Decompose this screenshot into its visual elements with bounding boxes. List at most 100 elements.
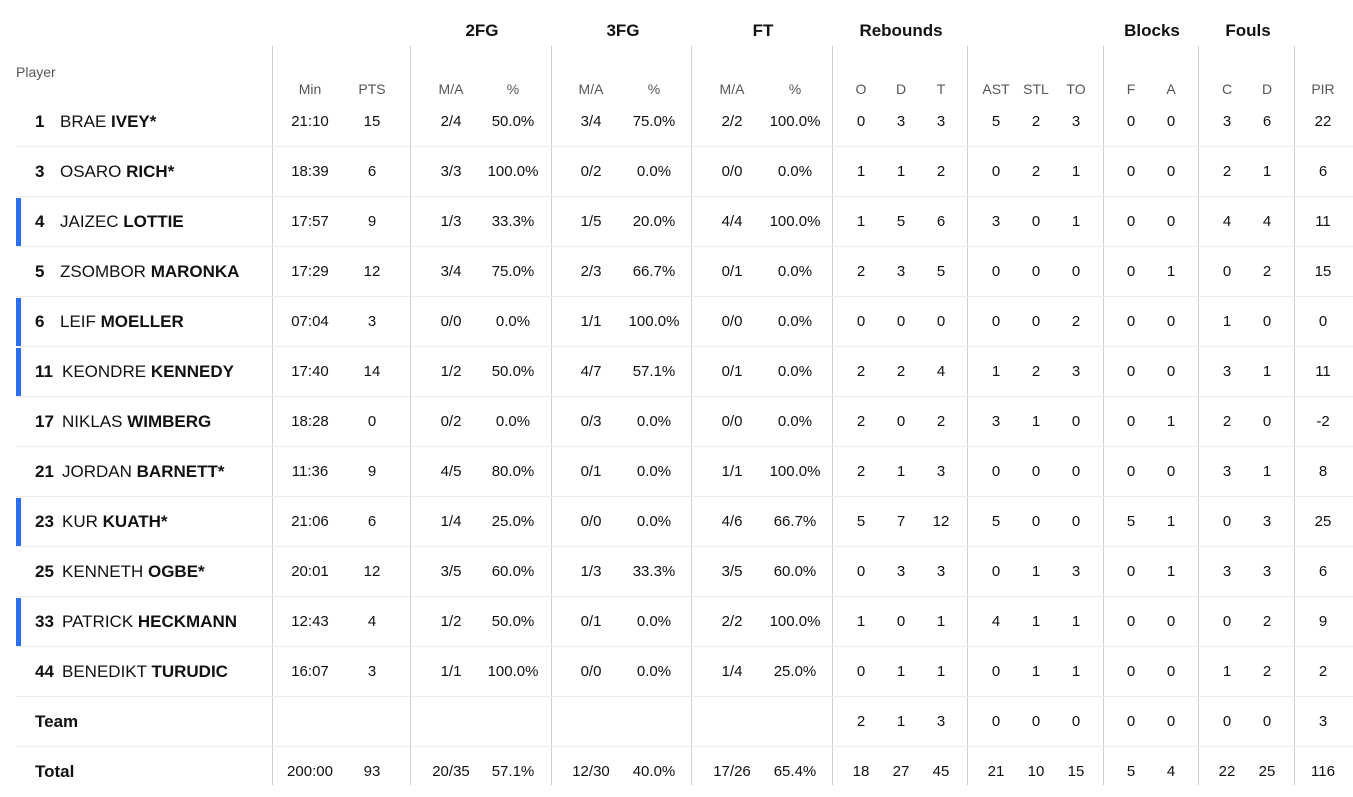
stat-3fg-pct: 66.7%: [632, 263, 676, 280]
stat-stl: 0: [1031, 213, 1041, 230]
stat-foul-c: 0: [1222, 713, 1232, 730]
player-name[interactable]: KUR KUATH*: [62, 512, 168, 532]
player-name[interactable]: NIKLAS WIMBERG: [62, 412, 211, 432]
stat-2fg-ma: 2/4: [440, 113, 462, 130]
stat-2fg-pct: 50.0%: [491, 613, 535, 630]
stat-foul-d: 2: [1262, 663, 1272, 680]
stat-reb-t: 12: [932, 513, 950, 530]
jersey-number: 17: [35, 412, 54, 431]
stat-blk-a: 0: [1166, 713, 1176, 730]
jersey-number: 1: [35, 112, 45, 131]
player-row[interactable]: 5 ZSOMBOR MARONKA 17:29 12 3/4 75.0% 2/3 66.7% 0…: [0, 247, 1353, 297]
stat-3fg-ma: 0/1: [580, 613, 602, 630]
stat-stl: 2: [1031, 163, 1041, 180]
player-name[interactable]: BRAE IVEY*: [60, 112, 156, 132]
stat-reb-t: 4: [936, 363, 946, 380]
stat-stl: 2: [1031, 113, 1041, 130]
stat-ft-pct: 60.0%: [773, 563, 817, 580]
stat-reb-o: 5: [856, 513, 866, 530]
stat-pts: 6: [367, 163, 377, 180]
stat-stl: 1: [1031, 663, 1041, 680]
stat-ft-ma: 0/0: [721, 413, 743, 430]
player-row[interactable]: 1 BRAE IVEY* 21:10 15 2/4 50.0% 3/4 75.0% 2/2 100…: [0, 97, 1353, 147]
stat-2fg-ma: 1/3: [440, 213, 462, 230]
stat-reb-t: 3: [936, 563, 946, 580]
stat-reb-d: 1: [896, 163, 906, 180]
column-header-ast: AST: [982, 81, 1010, 97]
team-label: Team: [35, 712, 79, 731]
player-last-name: OGBE*: [147, 562, 205, 581]
player-first-name: NIKLAS: [62, 412, 123, 431]
stat-reb-o: 0: [856, 313, 866, 330]
player-row[interactable]: 23 KUR KUATH* 21:06 6 1/4 25.0% 0/0 0.0% 4/6 66.7…: [0, 497, 1353, 547]
player-name[interactable]: JAIZEC LOTTIE: [60, 212, 184, 232]
player-name[interactable]: LEIF MOELLER: [60, 312, 184, 332]
row-divider: [16, 746, 1353, 747]
stat-blk-a: 0: [1166, 463, 1176, 480]
stat-to: 0: [1071, 413, 1081, 430]
stat-blk-f: 0: [1126, 113, 1136, 130]
stat-blk-a: 1: [1166, 263, 1176, 280]
stat-pts: 9: [367, 213, 377, 230]
stat-ft-ma: 3/5: [721, 563, 743, 580]
stat-3fg-ma: 12/30: [572, 763, 610, 780]
player-row[interactable]: 3 OSARO RICH* 18:39 6 3/3 100.0% 0/2 0.0% 0/0 0.0…: [0, 147, 1353, 197]
stat-pts: 6: [367, 513, 377, 530]
player-row[interactable]: 6 LEIF MOELLER 07:04 3 0/0 0.0% 1/1 100.0% 0/0 0.…: [0, 297, 1353, 347]
stat-3fg-pct: 0.0%: [636, 463, 672, 480]
stat-min: 16:07: [291, 663, 329, 680]
player-row[interactable]: 17 NIKLAS WIMBERG 18:28 0 0/2 0.0% 0/3 0.0% 0/0 0…: [0, 397, 1353, 447]
player-row[interactable]: 11 KEONDRE KENNEDY 17:40 14 1/2 50.0% 4/7 57.1%…: [0, 347, 1353, 397]
total-row: Total 200:00 93 20/35 57.1% 12/30 40.0% 17/26 65…: [0, 747, 1353, 797]
stat-3fg-pct: 0.0%: [636, 163, 672, 180]
stat-foul-d: 0: [1262, 313, 1272, 330]
column-divider: [1198, 46, 1199, 785]
stat-to: 1: [1071, 163, 1081, 180]
player-name[interactable]: BENEDIKT TURUDIC: [62, 662, 228, 682]
player-row[interactable]: 33 PATRICK HECKMANN 12:43 4 1/2 50.0% 0/1 0.0% 2…: [0, 597, 1353, 647]
stat-blk-a: 0: [1166, 163, 1176, 180]
player-row[interactable]: 44 BENEDIKT TURUDIC 16:07 3 1/1 100.0% 0/0 0.0%…: [0, 647, 1353, 697]
stat-ft-ma: 2/2: [721, 613, 743, 630]
stat-blk-a: 1: [1166, 563, 1176, 580]
stat-foul-d: 3: [1262, 563, 1272, 580]
jersey-number: 44: [35, 662, 54, 681]
stat-reb-t: 2: [936, 163, 946, 180]
stat-ast: 0: [991, 263, 1001, 280]
stat-blk-a: 0: [1166, 663, 1176, 680]
player-name[interactable]: KEONDRE KENNEDY: [62, 362, 234, 382]
player-name[interactable]: PATRICK HECKMANN: [62, 612, 237, 632]
stat-pir: 22: [1314, 113, 1332, 130]
stat-pts: 3: [367, 313, 377, 330]
stat-blk-a: 1: [1166, 413, 1176, 430]
player-name[interactable]: OSARO RICH*: [60, 162, 174, 182]
column-header-reb-o: O: [855, 81, 867, 97]
player-row[interactable]: 25 KENNETH OGBE* 20:01 12 3/5 60.0% 1/3 33.3% 3/…: [0, 547, 1353, 597]
stat-ast: 0: [991, 313, 1001, 330]
stat-stl: 2: [1031, 363, 1041, 380]
column-header-blk-a: A: [1166, 81, 1176, 97]
player-row[interactable]: 21 JORDAN BARNETT* 11:36 9 4/5 80.0% 0/1 0.0% 1/…: [0, 447, 1353, 497]
player-name[interactable]: JORDAN BARNETT*: [62, 462, 224, 482]
group-header-fouls: Fouls: [1225, 21, 1271, 40]
stat-reb-o: 2: [856, 713, 866, 730]
stat-pts: 9: [367, 463, 377, 480]
on-court-indicator: [16, 298, 21, 346]
stat-2fg-pct: 0.0%: [495, 413, 531, 430]
stat-reb-d: 7: [896, 513, 906, 530]
stat-3fg-pct: 75.0%: [632, 113, 676, 130]
stat-foul-d: 4: [1262, 213, 1272, 230]
column-header-blk-f: F: [1126, 81, 1136, 97]
stat-reb-t: 3: [936, 463, 946, 480]
player-first-name: PATRICK: [62, 612, 134, 631]
stat-ft-pct: 100.0%: [769, 463, 821, 480]
row-divider: [16, 246, 1353, 247]
stat-reb-o: 0: [856, 563, 866, 580]
stat-blk-f: 0: [1126, 213, 1136, 230]
player-name[interactable]: ZSOMBOR MARONKA: [60, 262, 239, 282]
stat-reb-d: 0: [896, 613, 906, 630]
player-row[interactable]: 4 JAIZEC LOTTIE 17:57 9 1/3 33.3% 1/5 20.0% 4/4 1…: [0, 197, 1353, 247]
player-name[interactable]: KENNETH OGBE*: [62, 562, 205, 582]
stat-ast: 5: [991, 513, 1001, 530]
stat-pir: 11: [1315, 363, 1331, 380]
